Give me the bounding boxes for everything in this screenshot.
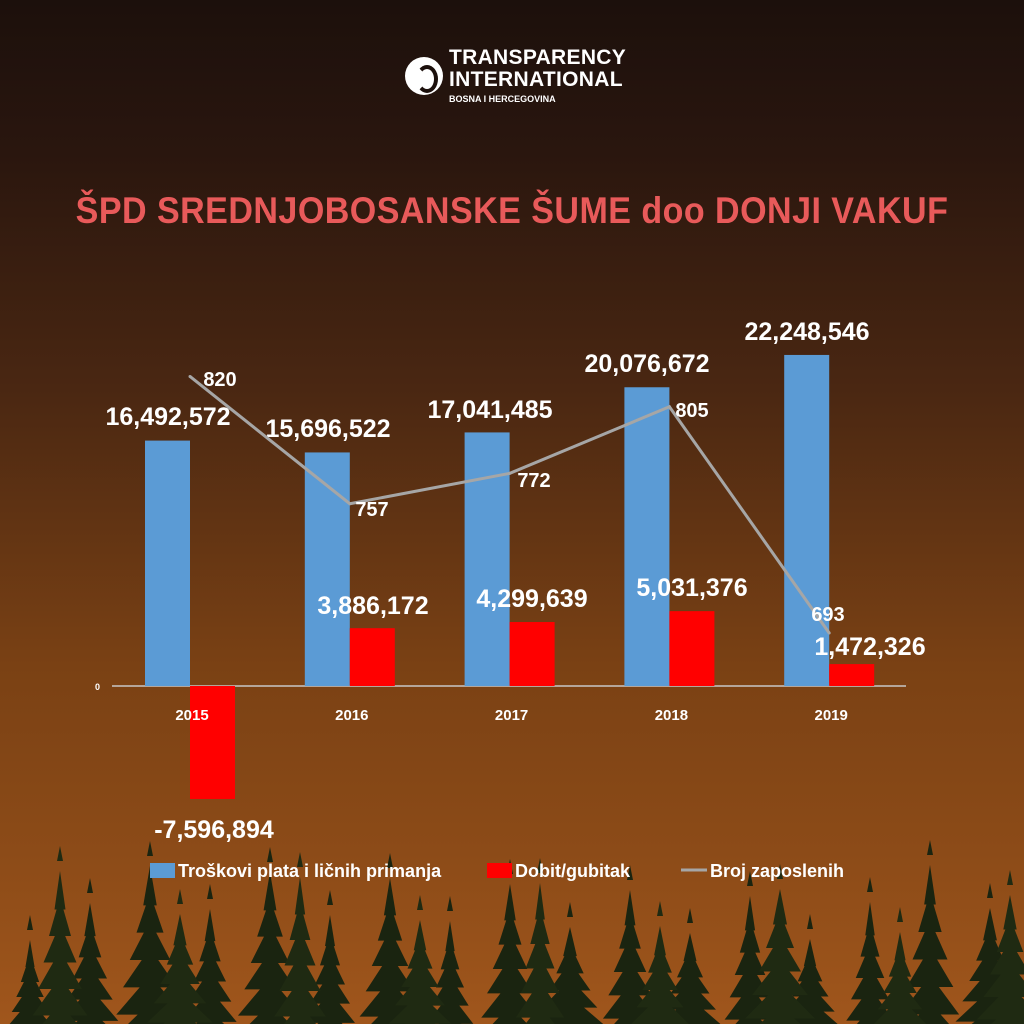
tree-silhouette xyxy=(32,846,88,1024)
data-label-zaposleni: 805 xyxy=(675,400,708,422)
x-tick-label: 2015 xyxy=(175,707,208,724)
tree-silhouette xyxy=(426,896,474,1024)
data-label-dobit: -7,596,894 xyxy=(154,816,274,844)
tree-silhouette xyxy=(602,865,658,1024)
bar-dobit-2015 xyxy=(190,686,235,800)
data-label-dobit: 1,472,326 xyxy=(814,633,925,661)
tree-silhouette xyxy=(183,884,237,1024)
tree-silhouette xyxy=(305,890,355,1024)
ti-logo-icon xyxy=(405,56,443,95)
tree-silhouette xyxy=(900,840,960,1024)
data-label-troskovi: 17,041,485 xyxy=(427,396,552,424)
bar-troskovi-2016 xyxy=(304,452,350,686)
tree-silhouette xyxy=(515,858,565,1024)
tree-silhouette xyxy=(388,895,452,1024)
logo-line2: INTERNATIONAL xyxy=(449,68,623,91)
legend-swatch-troskovi xyxy=(150,863,175,878)
data-label-zaposleni: 820 xyxy=(203,369,236,391)
logo-line3: BOSNA I HERCEGOVINA xyxy=(449,94,556,104)
data-label-troskovi: 20,076,672 xyxy=(584,350,709,378)
tree-silhouette xyxy=(9,915,51,1024)
line-point xyxy=(188,374,192,378)
bar-troskovi-2018 xyxy=(624,387,670,686)
x-tick-label: 2016 xyxy=(335,707,368,724)
tree-silhouette xyxy=(745,864,815,1024)
data-label-dobit: 5,031,376 xyxy=(636,574,747,602)
tree-silhouette xyxy=(782,914,838,1024)
x-tick-label: 2019 xyxy=(815,707,848,724)
data-label-dobit: 3,886,172 xyxy=(317,592,428,620)
bar-troskovi-2017 xyxy=(464,432,510,686)
data-label-zaposleni: 772 xyxy=(517,470,550,492)
line-point xyxy=(827,631,831,635)
tree-silhouette xyxy=(976,870,1024,1024)
bar-troskovi-2019 xyxy=(784,354,830,686)
data-label-troskovi: 15,696,522 xyxy=(265,415,390,443)
tree-silhouette xyxy=(274,852,326,1024)
legend-swatch-dobit xyxy=(487,863,512,878)
bar-troskovi-2015 xyxy=(145,440,190,686)
tree-silhouette xyxy=(631,901,689,1024)
bar-dobit-2016 xyxy=(349,628,395,686)
data-label-troskovi: 16,492,572 xyxy=(105,403,230,431)
line-point xyxy=(348,502,352,506)
bar-dobit-2018 xyxy=(669,611,715,686)
zero-tick-label: 0 xyxy=(95,682,100,692)
tree-silhouette xyxy=(536,902,604,1024)
data-label-zaposleni: 693 xyxy=(811,604,844,626)
legend-label-zaposleni: Broj zaposlenih xyxy=(710,861,844,881)
legend-label-dobit: Dobit/gubitak xyxy=(515,861,631,881)
data-label-troskovi: 22,248,546 xyxy=(744,318,869,346)
line-point xyxy=(508,471,512,475)
chart-title: ŠPD SREDNJOBOSANSKE ŠUME doo DONJI VAKUF xyxy=(75,190,949,231)
bar-dobit-2019 xyxy=(829,664,875,686)
tree-silhouette xyxy=(481,859,539,1024)
x-tick-label: 2018 xyxy=(655,707,688,724)
data-label-dobit: 4,299,639 xyxy=(476,585,587,613)
tree-silhouette xyxy=(873,907,927,1024)
tree-silhouette xyxy=(846,877,894,1024)
bar-dobit-2017 xyxy=(509,622,555,686)
data-label-zaposleni: 757 xyxy=(355,499,388,521)
tree-silhouette xyxy=(659,908,721,1024)
tree-silhouette xyxy=(147,889,213,1024)
legend-label-troskovi: Troškovi plata i ličnih primanja xyxy=(178,861,442,881)
transparency-international-logo: TRANSPARENCY INTERNATIONAL BOSNA I HERCE… xyxy=(405,47,626,104)
x-tick-label: 2017 xyxy=(495,707,528,724)
line-point xyxy=(667,405,671,409)
logo-line1: TRANSPARENCY xyxy=(449,46,627,69)
